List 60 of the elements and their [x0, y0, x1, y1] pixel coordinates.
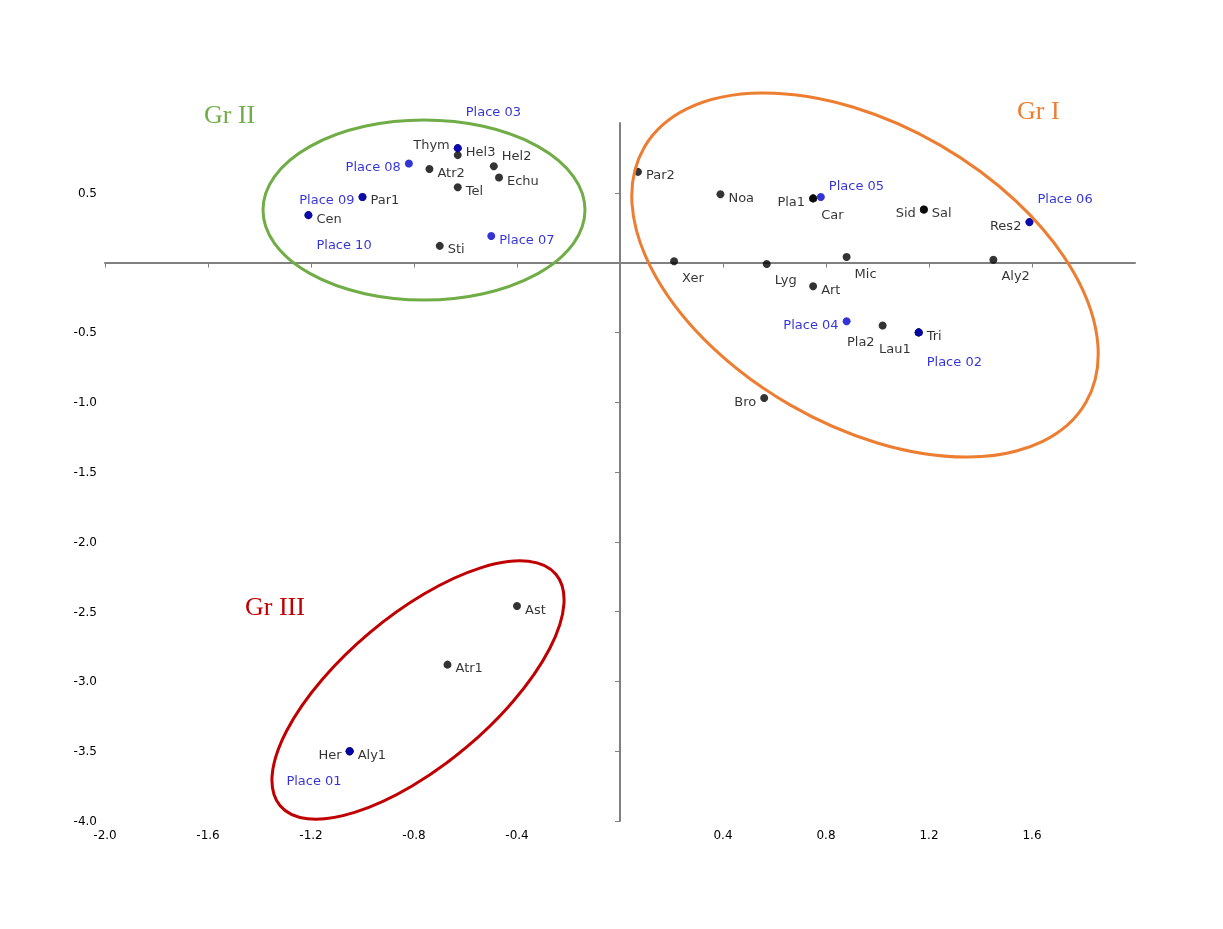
data-label: Pla1: [777, 193, 806, 209]
x-tick-label: -1.6: [196, 828, 220, 842]
data-label: Cen: [316, 210, 342, 226]
data-label: Noa: [728, 189, 755, 205]
data-label: Place 10: [316, 236, 372, 252]
data-label: Thym: [412, 136, 450, 152]
data-label: Sid: [895, 205, 916, 221]
annotation: Gr III: [245, 592, 305, 622]
data-label: Lyg: [774, 272, 797, 288]
x-tick-label: -2.0: [93, 828, 117, 842]
data-label: Tri: [925, 327, 942, 343]
annotation: Gr I: [1017, 96, 1060, 126]
data-label: Place 05: [828, 178, 885, 194]
x-tick-label: -1.2: [299, 828, 323, 842]
data-label: Her: [318, 746, 343, 762]
x-tick-label: 1.2: [919, 828, 939, 842]
data-label: Place 03: [465, 103, 522, 119]
data-label: Atr1: [455, 660, 483, 676]
y-tick-label: -3.5: [73, 744, 97, 759]
data-label: Hel3: [465, 143, 496, 159]
data-label: Pla2: [846, 333, 875, 349]
y-tick-label: 0.5: [77, 185, 97, 200]
data-label: Sti: [447, 241, 465, 257]
y-tick-label: -2.0: [73, 534, 97, 549]
y-tick-label: -2.5: [73, 604, 97, 619]
data-label: Par1: [370, 192, 400, 208]
y-tick-label: -1.0: [73, 395, 97, 410]
data-label: Lau1: [878, 340, 911, 356]
x-tick-label: 1.6: [1022, 828, 1042, 842]
data-label: Art: [821, 281, 841, 297]
data-label: Bro: [734, 393, 757, 409]
data-label: Place 02: [926, 353, 982, 369]
y-tick-label: -4.0: [73, 814, 97, 828]
x-tick-label: -0.8: [402, 828, 426, 842]
data-label: Place 07: [499, 231, 555, 247]
data-label: Place 04: [783, 316, 839, 332]
y-tick-label: -1.5: [73, 465, 97, 479]
x-tick-label: 0.8: [816, 828, 836, 842]
data-label: Aly1: [357, 746, 387, 762]
data-label: Atr2: [437, 164, 465, 180]
data-label: Mic: [854, 265, 877, 281]
annotation: Gr II: [204, 100, 256, 130]
data-label: Tel: [464, 182, 484, 198]
y-tick-label: -0.5: [73, 325, 97, 340]
data-label: Aly2: [1001, 268, 1030, 284]
data-label: Place 06: [1037, 190, 1093, 206]
data-label: Echu: [506, 172, 539, 188]
data-label: Ast: [525, 601, 546, 617]
x-tick-label: -0.4: [505, 828, 529, 842]
data-label: Par2: [646, 167, 675, 183]
data-label: Sal: [931, 205, 952, 221]
data-label: Place 01: [286, 772, 342, 788]
data-label: Place 08: [345, 158, 401, 174]
data-label: Place 09: [299, 192, 355, 208]
data-label: Car: [821, 206, 845, 222]
x-tick-label: 0.4: [713, 828, 733, 842]
data-label: Hel2: [501, 147, 532, 163]
data-label: Xer: [682, 269, 705, 285]
data-label: Res2: [989, 217, 1022, 233]
y-tick-label: -3.0: [73, 674, 97, 689]
